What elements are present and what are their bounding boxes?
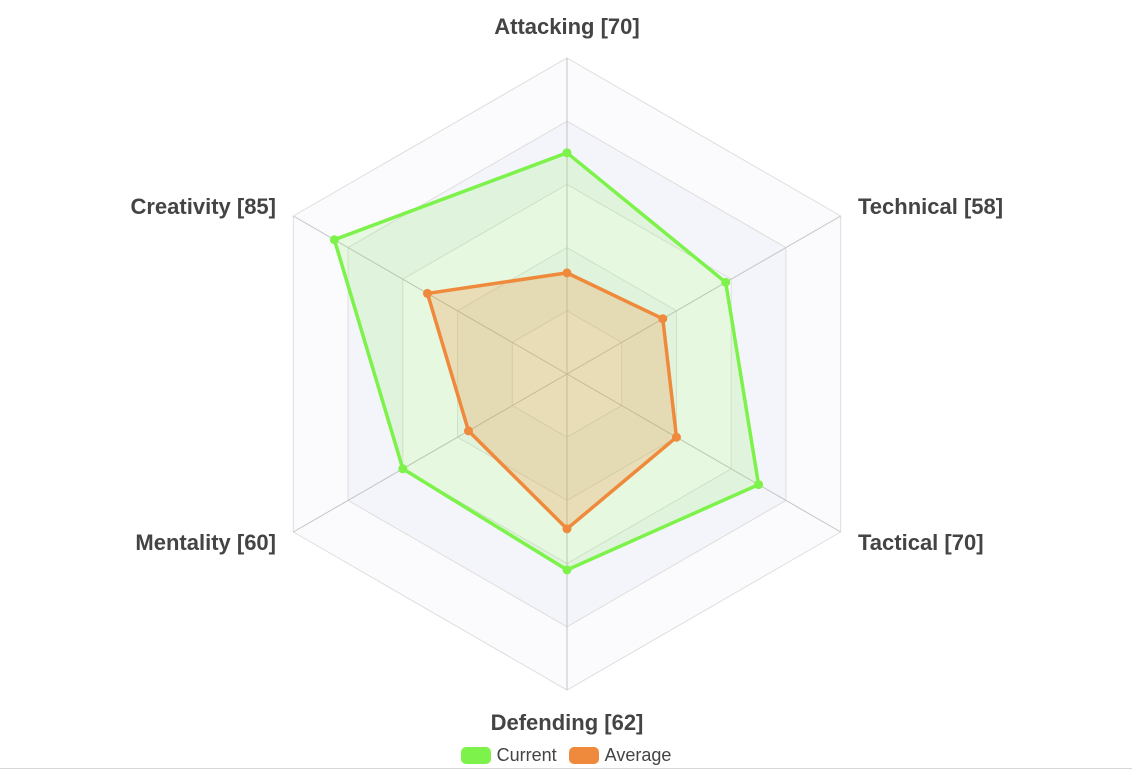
legend: Current Average: [0, 742, 1132, 768]
data-point-average-mentality: [463, 426, 473, 436]
grid-spoke-tactical: [566, 373, 841, 533]
axis-label-tactical: Tactical [70]: [858, 530, 984, 555]
bottom-divider: [0, 768, 1132, 769]
legend-item-average[interactable]: Average: [568, 744, 672, 766]
axis-label-mentality: Mentality [60]: [135, 530, 276, 555]
grid-spoke-technical: [566, 215, 841, 375]
axis-label-technical: Technical [58]: [858, 194, 1003, 219]
axis-label-creativity: Creativity [85]: [130, 194, 276, 219]
data-point-average-defending: [562, 524, 572, 534]
legend-label-current: Current: [496, 744, 557, 765]
data-point-current-technical: [721, 277, 731, 287]
data-point-current-attacking: [562, 148, 572, 158]
legend-swatch-average: [568, 746, 599, 764]
legend-label-average: Average: [604, 744, 672, 765]
data-point-current-creativity: [329, 235, 339, 245]
grid-spoke-mentality: [293, 373, 568, 533]
axis-label-attacking: Attacking [70]: [494, 14, 639, 39]
axis-label-defending: Defending [62]: [491, 710, 644, 735]
data-point-average-technical: [658, 314, 668, 324]
data-point-average-tactical: [671, 432, 681, 442]
data-point-current-tactical: [754, 480, 764, 490]
data-point-current-defending: [562, 565, 572, 575]
data-point-current-mentality: [398, 464, 408, 474]
series-average: [422, 268, 681, 534]
data-point-average-creativity: [422, 288, 432, 298]
data-point-average-attacking: [562, 268, 572, 278]
series-current: [329, 148, 764, 575]
legend-item-current[interactable]: Current: [460, 744, 557, 766]
legend-swatch-current: [460, 746, 491, 764]
